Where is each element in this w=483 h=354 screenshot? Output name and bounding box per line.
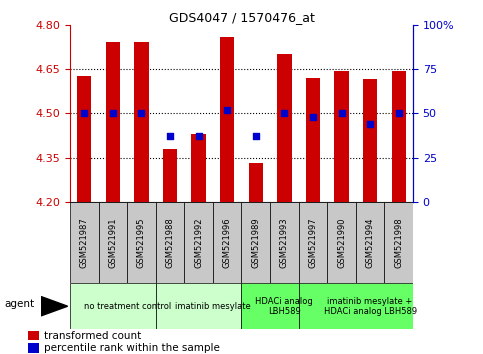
Point — [223, 107, 231, 113]
Point — [309, 114, 317, 120]
Bar — [163, 149, 177, 202]
Text: GSM521992: GSM521992 — [194, 217, 203, 268]
Text: GSM521997: GSM521997 — [309, 217, 317, 268]
Text: HDACi analog
LBH589: HDACi analog LBH589 — [256, 297, 313, 316]
Bar — [327, 202, 356, 283]
Text: imatinib mesylate: imatinib mesylate — [175, 302, 251, 311]
Bar — [298, 283, 413, 329]
Bar — [70, 283, 156, 329]
Bar — [134, 42, 149, 202]
Bar — [277, 54, 292, 202]
Point — [138, 110, 145, 116]
Text: GSM521994: GSM521994 — [366, 217, 375, 268]
Point — [195, 133, 202, 139]
Text: GSM521989: GSM521989 — [251, 217, 260, 268]
Bar — [384, 202, 413, 283]
Text: GSM521990: GSM521990 — [337, 217, 346, 268]
Bar — [270, 202, 298, 283]
Bar — [77, 76, 91, 202]
Bar — [213, 202, 242, 283]
Text: imatinib mesylate +
HDACi analog LBH589: imatinib mesylate + HDACi analog LBH589 — [324, 297, 417, 316]
Bar — [156, 202, 185, 283]
Bar — [298, 202, 327, 283]
Point — [252, 133, 260, 139]
Text: agent: agent — [5, 299, 35, 309]
Point — [366, 121, 374, 127]
Text: GSM521993: GSM521993 — [280, 217, 289, 268]
Bar — [191, 134, 206, 202]
Bar — [242, 202, 270, 283]
Text: GSM521995: GSM521995 — [137, 217, 146, 268]
Bar — [106, 42, 120, 202]
Bar — [70, 202, 99, 283]
Bar — [242, 283, 298, 329]
Point — [395, 110, 402, 116]
Point — [109, 110, 117, 116]
Bar — [156, 283, 242, 329]
Bar — [392, 70, 406, 202]
Bar — [28, 343, 39, 353]
Bar — [363, 79, 377, 202]
Text: no treatment control: no treatment control — [84, 302, 171, 311]
Title: GDS4047 / 1570476_at: GDS4047 / 1570476_at — [169, 11, 314, 24]
Point — [81, 110, 88, 116]
Bar — [356, 202, 384, 283]
Text: GSM521988: GSM521988 — [166, 217, 174, 268]
Bar — [99, 202, 127, 283]
Bar — [306, 78, 320, 202]
Bar — [127, 202, 156, 283]
Bar — [28, 331, 39, 341]
Bar — [249, 164, 263, 202]
Point — [338, 110, 345, 116]
Polygon shape — [41, 297, 68, 316]
Text: GSM521987: GSM521987 — [80, 217, 89, 268]
Text: percentile rank within the sample: percentile rank within the sample — [44, 343, 220, 353]
Point — [166, 133, 174, 139]
Point — [281, 110, 288, 116]
Bar — [334, 70, 349, 202]
Text: GSM521996: GSM521996 — [223, 217, 232, 268]
Text: GSM521991: GSM521991 — [108, 217, 117, 268]
Text: transformed count: transformed count — [44, 331, 141, 341]
Bar — [185, 202, 213, 283]
Text: GSM521998: GSM521998 — [394, 217, 403, 268]
Bar — [220, 36, 234, 202]
